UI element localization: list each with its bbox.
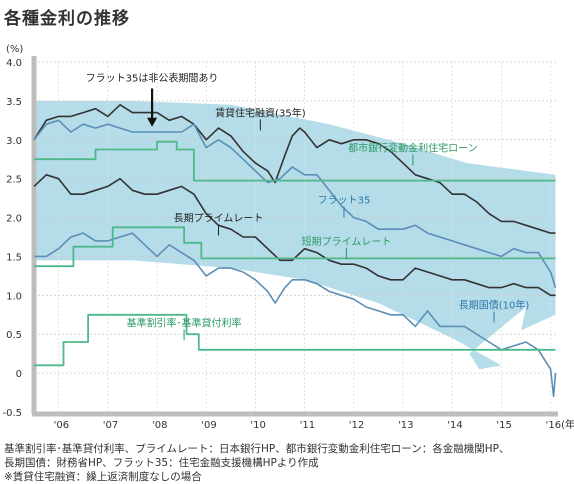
y-tick-label: 2.0 <box>6 214 22 225</box>
series-lines <box>33 104 557 398</box>
y-tick-label: -0.5 <box>2 408 22 419</box>
annotation-arrow-head <box>147 117 158 127</box>
series-line <box>34 313 556 367</box>
x-tick-label: '09 <box>201 420 216 431</box>
x-tick-label: '10 <box>250 420 265 431</box>
x-tick-label: '08 <box>152 420 167 431</box>
y-tick-label: 4.0 <box>6 58 22 69</box>
trend-band <box>34 100 556 370</box>
y-tick-label: 2.5 <box>6 175 22 186</box>
series-line <box>34 226 556 268</box>
x-tick-label: '06 <box>54 420 69 431</box>
rate-chart: 4.0 3.5 3.0 2.5 2.0 1.5 1.0 0.5 0 -0.5 '06 '07 '08 '0… <box>2 56 574 431</box>
series-label: 短期プライムレート <box>302 235 392 248</box>
y-tick-label: 3.5 <box>6 97 22 108</box>
y-tick-label: 3.0 <box>6 136 22 147</box>
y-axis-unit: (%) <box>6 44 24 55</box>
series-label: 長期プライムレート <box>174 212 264 224</box>
y-tick-label: 0.5 <box>6 330 22 341</box>
chart-title: 各種金利の推移 <box>4 9 130 29</box>
series-line <box>33 174 556 297</box>
source-notes: 基準割引率･基準貸付利率、プライムレート：日本銀行HP、都市銀行変動金利住宅ロー… <box>4 442 509 484</box>
note-line: ※賃貸住宅融資：繰上返済制度なしの場合 <box>4 471 202 483</box>
x-tick-label: '15 <box>496 420 511 431</box>
series-line <box>34 232 557 398</box>
x-tick-label: '13 <box>398 420 413 431</box>
x-tick-label: '16(年) <box>546 418 574 431</box>
y-tick-label: 1.0 <box>6 291 22 302</box>
x-tick-label: '11 <box>300 420 315 431</box>
series-label: フラット35 <box>318 195 371 207</box>
series-line <box>33 119 557 288</box>
x-tick-label: '12 <box>349 420 364 431</box>
series-label: 賃貸住宅融資(35年) <box>215 106 306 119</box>
y-tick-label: 1.5 <box>6 252 22 263</box>
note-line: 基準割引率･基準貸付利率、プライムレート：日本銀行HP、都市銀行変動金利住宅ロー… <box>4 443 510 455</box>
annotation-text: フラット35は非公表期間あり <box>86 71 219 84</box>
axes: 4.0 3.5 3.0 2.5 2.0 1.5 1.0 0.5 0 -0.5 '06 '07 '08 '0… <box>2 56 574 431</box>
trend-arrow-band <box>34 100 556 370</box>
annotation: フラット35は非公表期間あり <box>86 71 219 127</box>
series-line <box>33 104 556 234</box>
series-line <box>34 140 556 182</box>
series-label: 長期国債(10年) <box>459 299 530 312</box>
note-line: 長期国債：財務省HP、フラット35：住宅金融支援機構HPより作成 <box>4 457 319 469</box>
x-tick-label: '07 <box>103 420 118 431</box>
x-tick-label: '14 <box>447 420 462 431</box>
series-label: 基準割引率･基準貸付利率 <box>127 316 242 329</box>
y-tick-label: 0 <box>16 369 22 380</box>
series-label: 都市銀行変動金利住宅ローン <box>348 141 478 154</box>
